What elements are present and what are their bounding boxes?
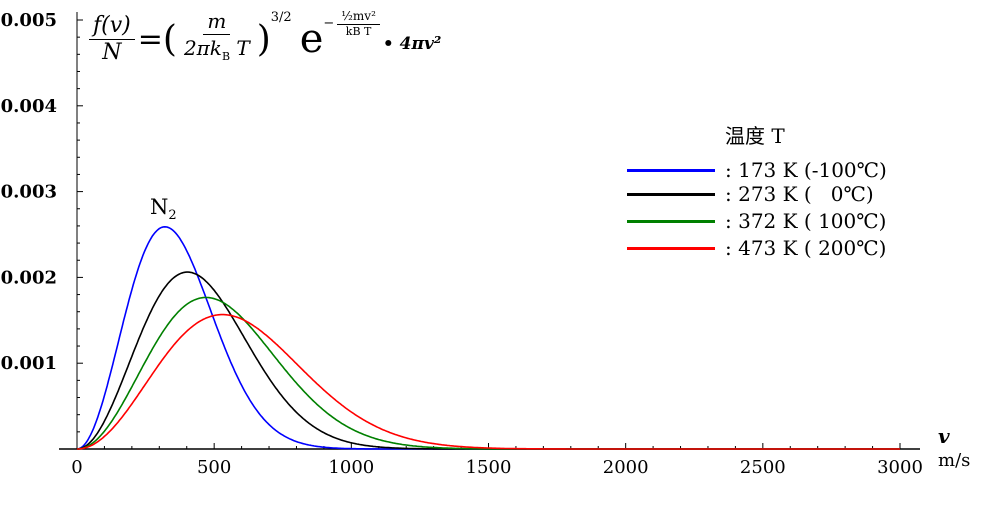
y-tick-label: 0.001 (1, 353, 57, 374)
paren-open: ( (162, 18, 177, 60)
exponent-3-2: 3/2 (270, 10, 292, 25)
lhs-denominator: N (102, 39, 122, 65)
exp-den: kB T (345, 25, 372, 38)
mass-denominator: 2πkB T (180, 35, 254, 70)
x-tick-label: 500 (197, 457, 231, 478)
series-line-473K (77, 313, 900, 450)
exp-num: ½mv² (337, 8, 380, 25)
den-text: 2πk (183, 36, 222, 60)
legend-label: : 273 K ( 0℃) (725, 182, 874, 206)
legend-item: : 372 K ( 100℃) (627, 209, 886, 233)
legend-label: : 372 K ( 100℃) (725, 209, 887, 233)
equals-sign: = (137, 21, 163, 57)
x-tick-label: 0 (71, 457, 82, 478)
exponent: − ½mv² kB T (323, 8, 383, 39)
y-tick-label: 0.005 (1, 10, 57, 31)
gas-label: N2 (150, 195, 177, 223)
legend-label: : 473 K ( 200℃) (725, 236, 887, 260)
legend-swatch (627, 219, 715, 223)
x-axis-unit: m/s (938, 450, 971, 471)
x-tick-label: 2000 (603, 457, 649, 478)
y-tick-label: 0.003 (1, 182, 57, 203)
series-line-173K (76, 225, 900, 450)
gas-name: N (150, 195, 169, 219)
x-axis-label: v (938, 424, 950, 448)
legend-swatch (627, 192, 715, 196)
maxwell-formula: f(v) N = ( m 2πkB T ) 3/2 e − ½mv² kB T • … (86, 8, 441, 70)
euler-e: e (299, 16, 324, 62)
den-sub: B (221, 50, 231, 63)
x-tick-label: 1500 (466, 457, 512, 478)
lhs-numerator: f(v) (89, 13, 135, 40)
x-tick-label: 2500 (740, 457, 786, 478)
formula-tail: • 4πv² (382, 34, 442, 54)
mass-numerator: m (203, 8, 231, 35)
den-T: T (236, 36, 250, 60)
gas-subscript: 2 (168, 208, 177, 224)
x-tick-label: 1000 (328, 457, 374, 478)
legend-label: : 173 K (-100℃) (725, 158, 887, 182)
y-tick-label: 0.002 (1, 267, 57, 288)
mass-fraction: m 2πkB T (180, 8, 254, 70)
legend-item: : 173 K (-100℃) (627, 158, 887, 182)
legend-swatch (627, 168, 715, 172)
paren-close: ) (256, 18, 271, 60)
legend-title: 温度 T (725, 124, 785, 148)
legend-item: : 473 K ( 200℃) (627, 236, 886, 260)
exponent-fraction: ½mv² kB T (337, 8, 380, 39)
lhs-fraction: f(v) N (89, 13, 135, 66)
x-tick-label: 3000 (877, 457, 923, 478)
legend-item: : 273 K ( 0℃) (627, 182, 874, 206)
y-tick-label: 0.004 (1, 96, 57, 117)
legend-swatch (627, 246, 715, 250)
